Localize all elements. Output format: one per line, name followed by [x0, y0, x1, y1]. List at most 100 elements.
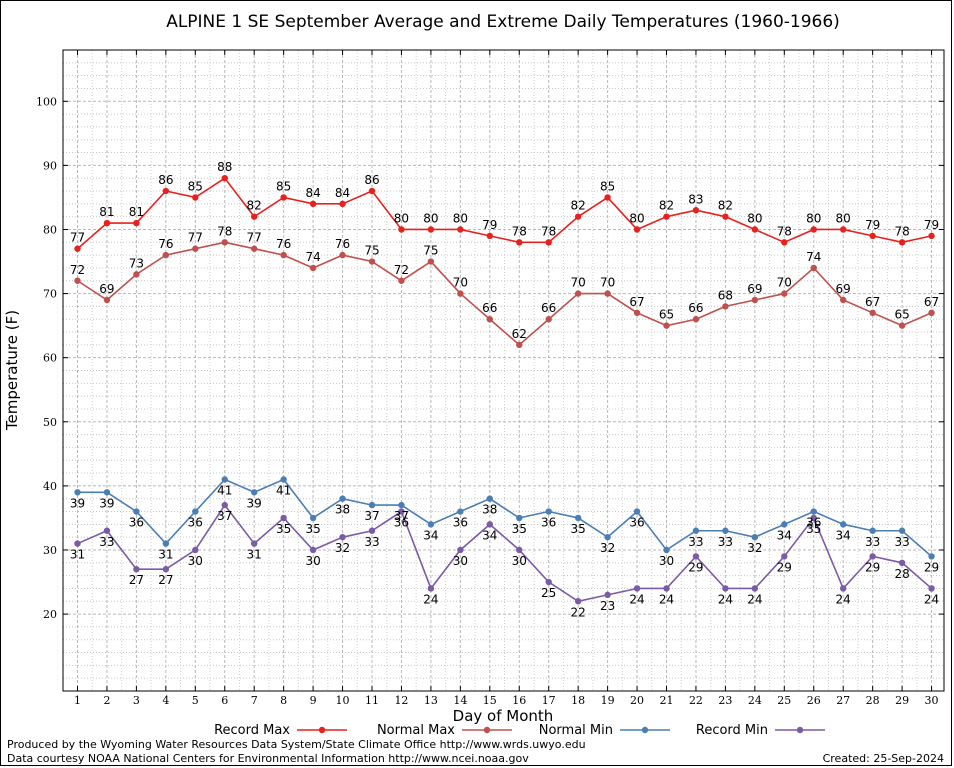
normal-max-data-label: 65: [659, 308, 674, 322]
footer-data-courtesy: Data courtesy NOAA National Centers for …: [7, 752, 529, 765]
record-max-point: [516, 239, 523, 246]
normal-min-data-label: 41: [276, 483, 291, 497]
record-max-point: [928, 232, 935, 240]
record-min-data-label: 37: [217, 509, 232, 523]
normal-max-data-label: 74: [305, 250, 320, 264]
record-max-data-label: 83: [688, 192, 703, 206]
x-tick-label: 27: [836, 694, 850, 707]
legend-label-normal-max: Normal Max: [377, 723, 455, 738]
record-min-data-label: 25: [541, 586, 556, 600]
record-max-point: [103, 219, 111, 227]
normal-max-point: [368, 258, 376, 265]
normal-max-point: [781, 290, 788, 297]
x-tick-label: 2: [103, 694, 110, 707]
record-max-point: [663, 213, 670, 220]
normal-max-point: [928, 309, 935, 317]
x-tick-label: 25: [777, 694, 791, 707]
record-max-data-label: 78: [777, 224, 792, 238]
normal-max-point: [722, 303, 729, 310]
x-tick-label: 12: [394, 694, 408, 707]
record-max-data-label: 82: [247, 199, 262, 213]
record-min-data-label: 34: [482, 528, 497, 542]
normal-max-point: [280, 251, 287, 259]
normal-max-point: [74, 277, 81, 284]
normal-max-line: [77, 241, 932, 346]
normal-min-data-label: 32: [600, 541, 615, 555]
record-min-point: [133, 566, 140, 573]
normal-max-point: [309, 264, 317, 272]
normal-max-data-label: 69: [836, 282, 851, 296]
record-max-point: [251, 213, 258, 220]
normal-min-point: [192, 508, 199, 515]
normal-min-data-label: 36: [453, 516, 468, 530]
normal-min-data-label: 33: [718, 535, 733, 549]
record-max-data-label: 80: [747, 211, 762, 225]
normal-min-line: [77, 478, 933, 557]
normal-max-point: [545, 316, 552, 323]
normal-min-data-label: 33: [894, 535, 909, 549]
normal-max-data-label: 77: [188, 231, 203, 245]
normal-min-point: [162, 540, 170, 547]
record-max-point: [457, 226, 464, 233]
x-tick-label: 29: [895, 694, 909, 707]
record-min-point: [457, 546, 464, 554]
normal-max-point: [898, 322, 906, 329]
record-min-point: [840, 585, 847, 592]
x-tick-label: 19: [601, 694, 615, 707]
record-max-point: [840, 226, 847, 233]
record-min-data-label: 29: [865, 560, 880, 574]
normal-min-data-label: 31: [158, 548, 173, 562]
record-max-data-label: 78: [541, 224, 556, 238]
record-min-point: [604, 591, 611, 599]
normal-min-point: [751, 533, 759, 541]
normal-max-data-label: 69: [747, 282, 762, 296]
x-tick-label: 23: [718, 694, 732, 707]
record-min-point: [810, 514, 817, 522]
normal-min-point: [251, 489, 258, 496]
normal-max-point: [133, 271, 140, 278]
record-min-point: [633, 585, 641, 592]
normal-min-data-label: 34: [836, 528, 851, 542]
normal-min-point: [221, 476, 228, 483]
record-max-point: [869, 232, 876, 240]
normal-max-point: [162, 251, 170, 259]
normal-max-data-label: 66: [482, 301, 497, 315]
normal-max-point: [574, 290, 582, 297]
record-min-point: [74, 540, 81, 547]
record-max-point: [162, 187, 170, 195]
normal-min-point: [103, 489, 111, 496]
record-min-point: [722, 585, 729, 592]
x-tick-label: 1: [74, 694, 81, 707]
record-max-line: [76, 177, 932, 250]
y-tick-label: 50: [43, 416, 57, 429]
record-max-data-label: 85: [188, 179, 203, 193]
normal-max-data-label: 67: [865, 295, 880, 309]
normal-min-point: [810, 508, 817, 515]
normal-max-point: [692, 316, 700, 323]
record-min-data-label: 36: [394, 516, 409, 530]
record-max-data-label: 82: [718, 199, 733, 213]
record-max-point: [192, 194, 199, 201]
x-tick-label: 18: [571, 694, 585, 707]
x-tick-label: 30: [925, 694, 939, 707]
normal-min-data-label: 35: [512, 522, 527, 536]
normal-min-point: [74, 489, 81, 496]
normal-min-point: [869, 527, 876, 534]
record-max-data-label: 80: [453, 211, 468, 225]
record-max-data-label: 80: [836, 211, 851, 225]
record-max-data-label: 88: [217, 160, 232, 174]
record-min-data-label: 29: [688, 560, 703, 574]
y-tick-label: 80: [43, 223, 57, 236]
legend-marker-record-max: [318, 726, 326, 734]
normal-max-point: [663, 322, 670, 329]
record-min-data-label: 23: [600, 599, 615, 613]
normal-max-data-label: 69: [99, 282, 114, 296]
normal-min-point: [309, 514, 317, 522]
x-tick-label: 14: [453, 694, 467, 707]
record-min-data-label: 29: [777, 560, 792, 574]
record-max-data-label: 79: [865, 218, 880, 232]
record-max-data-label: 80: [394, 211, 409, 225]
record-max-point: [339, 200, 346, 208]
